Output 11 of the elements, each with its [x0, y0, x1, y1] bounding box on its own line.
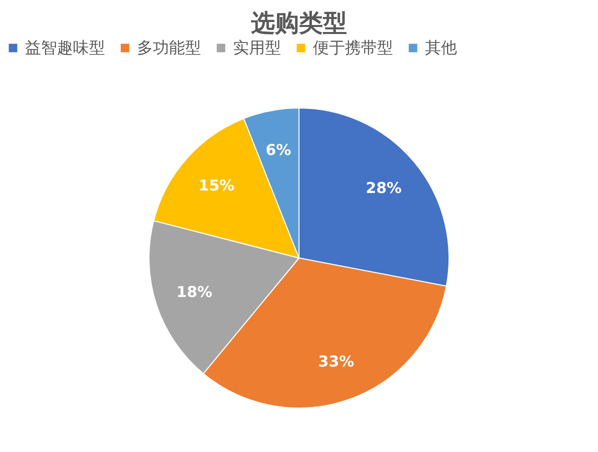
legend-label: 其他 — [425, 38, 457, 57]
chart-title: 选购类型 — [250, 9, 347, 37]
data-label: 28% — [366, 178, 402, 197]
legend-label: 多功能型 — [137, 38, 201, 57]
data-label: 15% — [198, 176, 234, 194]
legend-label: 益智趣味型 — [25, 38, 105, 57]
data-label: 18% — [176, 282, 212, 301]
data-label: 33% — [318, 352, 354, 370]
legend-label: 实用型 — [233, 38, 281, 57]
data-label: 6% — [266, 140, 292, 159]
legend-label: 便于携带型 — [313, 38, 393, 57]
